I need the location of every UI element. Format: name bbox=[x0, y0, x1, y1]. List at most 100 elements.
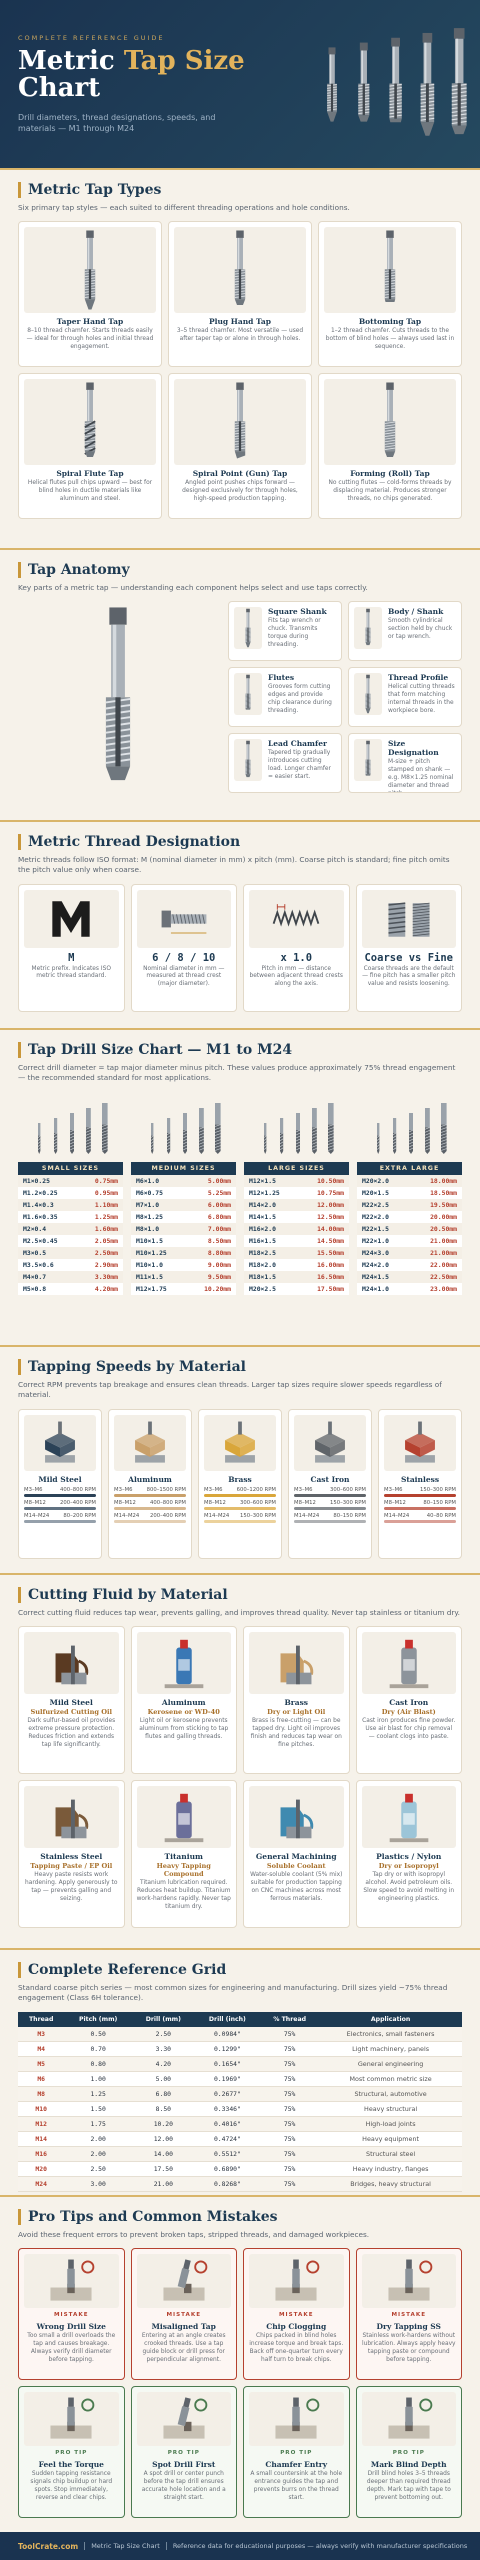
decoration-line bbox=[388, 925, 406, 929]
part-text: Flutes Grooves form cutting edges and pro… bbox=[268, 673, 336, 716]
fluid-name: Sulfurized Cutting Oil bbox=[30, 1708, 113, 1717]
decoration-svg bbox=[45, 1421, 75, 1463]
table-row: M8 1.25 6.80 0.2677" 75% Structural, automoti… bbox=[18, 2086, 462, 2102]
drill-size: 20.00mm bbox=[430, 1212, 457, 1221]
size-range: M14–M24 bbox=[24, 1512, 50, 1519]
tap-illustration bbox=[174, 227, 306, 314]
decoration-polygon bbox=[150, 1439, 165, 1457]
tap-name: Spiral Flute Tap bbox=[56, 469, 124, 479]
drill-size: 19.50mm bbox=[430, 1200, 457, 1209]
decoration-rect bbox=[329, 54, 332, 84]
speed-stripe bbox=[384, 1519, 456, 1523]
decoration-polygon bbox=[105, 766, 131, 781]
decoration-g bbox=[451, 28, 467, 135]
decoration-rect bbox=[387, 390, 393, 422]
rpm-range: 150–300 RPM bbox=[420, 1486, 456, 1493]
designation-symbol: M bbox=[68, 951, 75, 964]
decoration-svg bbox=[55, 1799, 89, 1839]
tip-card: PRO TIP Mark Blind Depth Drill blind holes… bbox=[355, 2386, 462, 2519]
tip-card: PRO TIP Spot Drill First A spot drill or c… bbox=[130, 2386, 237, 2519]
drill-row: M1.6×0.35 1.25mm bbox=[18, 1210, 123, 1223]
table-row: M14 2.00 12.00 0.4724" 75% Heavy equipment bbox=[18, 2131, 462, 2147]
decoration-polygon bbox=[315, 1439, 330, 1457]
column-header: % Thread bbox=[260, 2011, 320, 2027]
speed-row: M8–M12 400–800 RPM bbox=[114, 1500, 186, 1506]
fluid-desc: Brass is free-cutting — can be tapped dr… bbox=[250, 1718, 342, 1749]
decoration-line bbox=[388, 901, 406, 906]
decoration-line bbox=[201, 913, 205, 924]
decoration-line bbox=[392, 1135, 396, 1138]
speed-row: M14–M24 40–80 RPM bbox=[384, 1513, 456, 1519]
drill-row: M10×1.5 8.50mm bbox=[131, 1234, 236, 1247]
part-text: Size Designation M-size + pitch stamped o… bbox=[388, 739, 456, 792]
table-cell: 0.80 bbox=[64, 2056, 132, 2072]
decoration-line bbox=[392, 1132, 396, 1135]
decoration-rect bbox=[246, 612, 250, 628]
decoration-line bbox=[295, 1144, 300, 1147]
table-cell: 6.80 bbox=[131, 2086, 195, 2102]
decoration-line bbox=[412, 913, 430, 917]
rpm-range: 400–800 RPM bbox=[60, 1486, 96, 1493]
fluid-card: Titanium Heavy Tapping Compound Titanium l… bbox=[130, 1780, 237, 1929]
decoration-line bbox=[440, 1126, 447, 1130]
decoration-line bbox=[166, 1144, 170, 1147]
tip-icon bbox=[361, 2392, 456, 2447]
designation-symbol: Coarse vs Fine bbox=[364, 951, 453, 964]
speed-stripe bbox=[204, 1519, 276, 1523]
decoration-polygon bbox=[327, 1150, 334, 1154]
drill-row: M24×2.0 22.00mm bbox=[357, 1258, 462, 1271]
thread-size: M12×1.25 bbox=[249, 1188, 280, 1197]
decoration-line bbox=[214, 1138, 221, 1142]
decoration-rect bbox=[311, 1126, 317, 1151]
tap-desc: Helical flutes pull chips upward — best … bbox=[27, 480, 153, 503]
tip-tag: MISTAKE bbox=[166, 2312, 202, 2319]
decoration-line bbox=[101, 1147, 108, 1151]
decoration-line bbox=[384, 440, 396, 443]
table-cell: M8 bbox=[18, 2086, 65, 2102]
decoration-line bbox=[198, 1138, 204, 1142]
decoration-polygon bbox=[101, 1150, 108, 1154]
decoration-rect bbox=[295, 1129, 300, 1151]
drill-size: 5.25mm bbox=[207, 1188, 231, 1197]
speed-row: M3–M6 400–800 RPM bbox=[24, 1487, 96, 1493]
table-cell: 75% bbox=[260, 2086, 320, 2102]
decoration-line bbox=[384, 429, 396, 433]
thread-size: M6×0.75 bbox=[136, 1188, 163, 1197]
decoration-line bbox=[311, 1147, 317, 1151]
decoration-line bbox=[198, 1129, 204, 1133]
decoration-polygon bbox=[182, 1150, 187, 1154]
fluid-material: General Machining bbox=[255, 1852, 337, 1862]
size-range: M14–M24 bbox=[384, 1512, 410, 1519]
part-text: Square Shank Fits tap wrench or chuck. Tr… bbox=[268, 607, 336, 650]
size-range: M8–M12 bbox=[384, 1499, 406, 1506]
decoration-rect bbox=[115, 697, 121, 767]
decoration-rect bbox=[87, 238, 93, 270]
group-header: SMALL SIZES bbox=[18, 1161, 123, 1175]
decoration-rect bbox=[246, 675, 250, 679]
decoration-line bbox=[327, 1132, 334, 1136]
decoration-line bbox=[384, 427, 396, 430]
decoration-rect bbox=[418, 1421, 422, 1435]
size-range: M8–M12 bbox=[24, 1499, 46, 1506]
fluid-icon bbox=[24, 1632, 119, 1695]
decoration-line bbox=[408, 1135, 413, 1138]
decoration-line bbox=[279, 1144, 283, 1147]
thread-size: M10×1.0 bbox=[136, 1260, 163, 1269]
decoration-svg bbox=[280, 1799, 314, 1839]
speed-row: M8–M12 80–150 RPM bbox=[384, 1500, 456, 1506]
tip-icon bbox=[136, 2392, 231, 2447]
size-range: M14–M24 bbox=[114, 1512, 140, 1519]
tip-card: MISTAKE Wrong Drill Size Too small a drill… bbox=[18, 2248, 125, 2381]
table-cell: 4.20 bbox=[131, 2056, 195, 2072]
decoration-line bbox=[311, 1132, 317, 1136]
decoration-rect bbox=[408, 1112, 413, 1130]
decoration-line bbox=[376, 1140, 380, 1144]
part-name: Flutes bbox=[268, 673, 295, 683]
decoration-rect bbox=[182, 2259, 191, 2271]
thread-size: M16×2.0 bbox=[249, 1224, 276, 1233]
drill-size: 22.50mm bbox=[430, 1272, 457, 1281]
decoration-line bbox=[384, 424, 396, 427]
decoration-line bbox=[412, 910, 430, 914]
decoration-rect bbox=[392, 1132, 396, 1151]
decoration-polygon bbox=[37, 1150, 40, 1154]
